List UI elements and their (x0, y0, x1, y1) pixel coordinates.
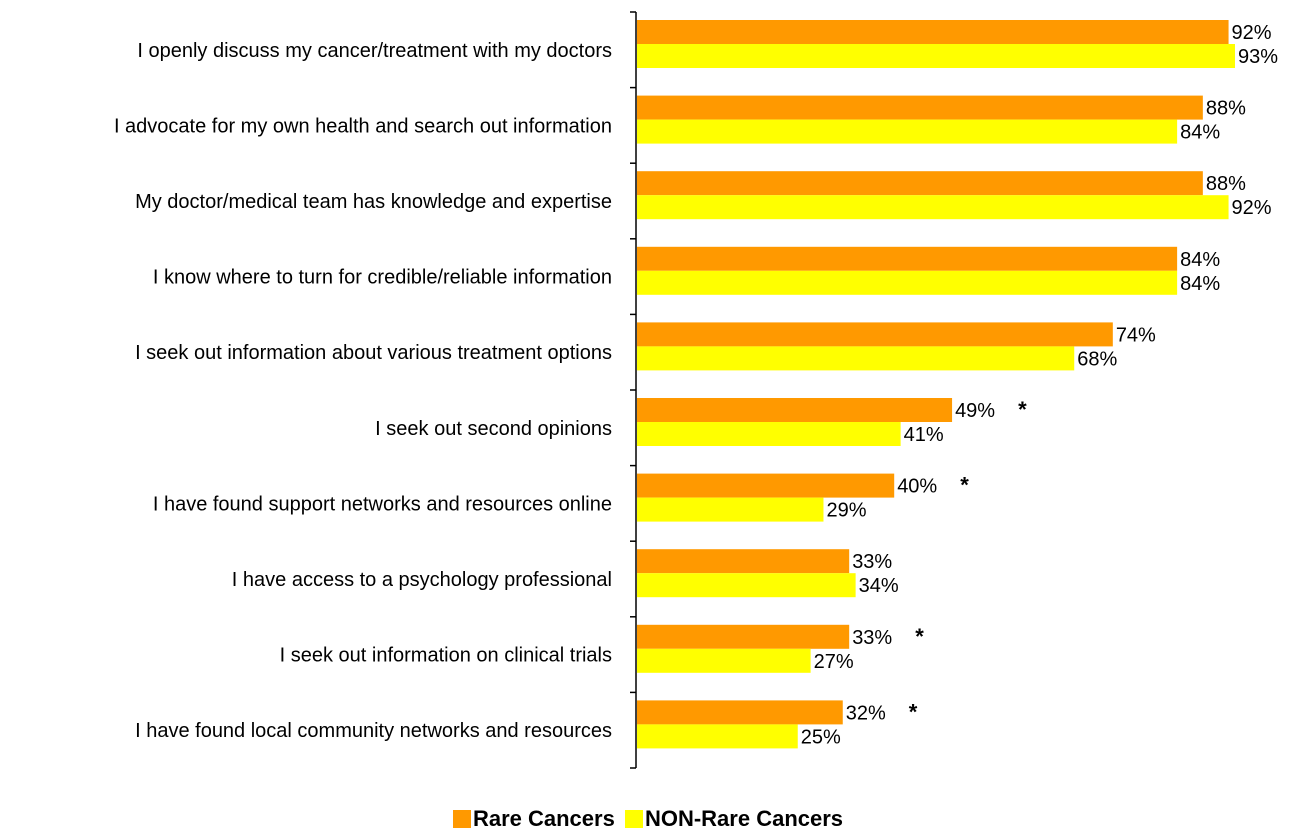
data-label: 88% (1206, 173, 1246, 195)
category-label: My doctor/medical team has knowledge and… (135, 191, 612, 213)
data-label: 34% (859, 575, 899, 597)
data-label: 32% (846, 702, 886, 724)
data-label: 33% (852, 551, 892, 573)
data-label: 92% (1232, 22, 1272, 44)
data-label: 74% (1116, 324, 1156, 346)
legend-label-non-rare: NON-Rare Cancers (644, 806, 844, 831)
legend-item-non-rare: NON-Rare Cancers (624, 806, 844, 832)
category-label: I seek out information about various tre… (135, 342, 612, 364)
legend-label-rare: Rare Cancers (472, 806, 615, 831)
bar-non-rare-cancers (637, 497, 824, 522)
bar-non-rare-cancers (637, 573, 856, 598)
data-label: 84% (1180, 273, 1220, 295)
data-label: 33% (852, 627, 892, 649)
data-label: 93% (1238, 46, 1278, 68)
category-label: I advocate for my own health and search … (114, 115, 612, 137)
bar-rare-cancers (637, 246, 1178, 271)
bar-non-rare-cancers (637, 724, 798, 749)
bar-rare-cancers (637, 322, 1113, 347)
category-label: I seek out second opinions (375, 418, 612, 440)
significance-marker: * (909, 699, 918, 724)
bar-chart: I openly discuss my cancer/treatment wit… (114, 11, 1278, 769)
bar-rare-cancers (637, 398, 953, 422)
data-label: 27% (814, 651, 854, 673)
category-label: I have access to a psychology profession… (232, 569, 612, 591)
data-label: 40% (897, 476, 937, 498)
data-label: 88% (1206, 98, 1246, 120)
data-label: 92% (1232, 197, 1272, 219)
bar-rare-cancers (637, 171, 1203, 196)
legend-item-rare: Rare Cancers (452, 806, 615, 832)
bar-rare-cancers (637, 20, 1229, 44)
bar-rare-cancers (637, 700, 843, 725)
bar-non-rare-cancers (637, 44, 1235, 68)
bar-non-rare-cancers (637, 346, 1075, 371)
bar-non-rare-cancers (637, 119, 1178, 144)
data-label: 29% (826, 500, 866, 522)
category-label: I openly discuss my cancer/treatment wit… (137, 40, 612, 62)
category-label: I know where to turn for credible/reliab… (153, 267, 612, 289)
category-label: I have found support networks and resour… (153, 493, 612, 515)
data-label: 25% (801, 726, 841, 748)
bar-non-rare-cancers (637, 195, 1229, 220)
data-label: 49% (955, 400, 995, 422)
bar-rare-cancers (637, 624, 850, 649)
data-label: 68% (1077, 348, 1117, 370)
bar-non-rare-cancers (637, 648, 811, 673)
data-label: 41% (904, 424, 944, 446)
bar-rare-cancers (637, 95, 1203, 120)
legend: Rare Cancers NON-Rare Cancers (0, 806, 1296, 832)
bar-non-rare-cancers (637, 270, 1178, 295)
category-label: I seek out information on clinical trial… (280, 645, 612, 667)
legend-swatch-non-rare (624, 810, 643, 828)
significance-marker: * (1018, 397, 1027, 422)
bar-rare-cancers (637, 473, 895, 498)
significance-marker: * (915, 624, 924, 649)
significance-marker: * (960, 473, 969, 498)
bar-rare-cancers (637, 549, 850, 574)
legend-swatch-rare (452, 810, 471, 828)
data-label: 84% (1180, 122, 1220, 144)
category-label: I have found local community networks an… (135, 720, 612, 742)
data-label: 84% (1180, 249, 1220, 271)
bar-non-rare-cancers (637, 422, 901, 446)
